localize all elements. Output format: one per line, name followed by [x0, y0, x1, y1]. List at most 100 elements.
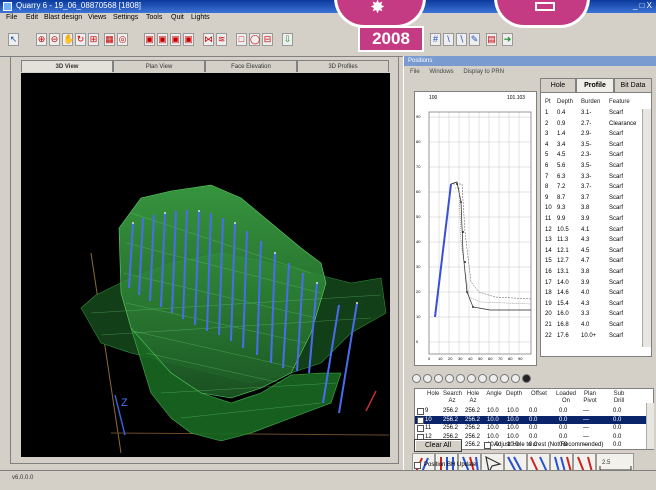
nav-right-icon[interactable] [478, 374, 487, 383]
profile-cell: 4.3 [581, 237, 590, 244]
zoom-out-icon[interactable]: ⊖ [49, 33, 60, 46]
profile-cell: 21 [545, 322, 552, 328]
tab-bit-data[interactable]: Bit Data [614, 78, 652, 92]
positions-menu-file[interactable]: File [410, 69, 420, 75]
nav-up-icon[interactable] [456, 374, 465, 383]
nav-prev-icon[interactable] [423, 374, 432, 383]
table-row[interactable]: 12 256.2 256.2 10.0 10.0 0.0 0.0 — 0.0 [415, 433, 647, 441]
profile-row[interactable]: 10 9.3 3.8 Scarf [541, 204, 641, 212]
profile-row[interactable]: 1 0.4 3.1- Scarf [541, 109, 641, 117]
profile-row[interactable]: 17 14.0 3.9 Scarf [541, 279, 641, 287]
positions-menu-display[interactable]: Display to PRN [463, 69, 505, 75]
fit-icon[interactable]: ⊞ [88, 33, 99, 46]
grid-cell: 9 [425, 408, 429, 414]
menu-tools[interactable]: Tools [146, 14, 163, 21]
tab-3d-view[interactable]: 3D View [21, 60, 113, 72]
grid-icon[interactable]: ▦ [104, 33, 115, 46]
grid-cell: 11 [425, 425, 432, 431]
menu-quit[interactable]: Quit [171, 14, 184, 21]
profile-row[interactable]: 13 11.3 4.3 Scarf [541, 236, 641, 244]
view-top-icon[interactable]: ▣ [170, 33, 181, 46]
rotate-icon[interactable]: ↻ [75, 33, 86, 46]
adjust-hole-checkbox[interactable] [484, 442, 491, 449]
nav-down-icon[interactable] [467, 374, 476, 383]
row-checkbox[interactable] [417, 416, 424, 424]
tab-plan-view[interactable]: Plan View [113, 60, 205, 72]
menu-views[interactable]: Views [88, 14, 107, 21]
profile-row[interactable]: 9 8.7 3.7 Scarf [541, 194, 641, 202]
hole-grid-icon[interactable]: # [430, 33, 441, 46]
table-row[interactable]: 11 256.2 256.2 10.0 10.0 0.0 0.0 — 0.0 [415, 424, 647, 432]
tab-hole[interactable]: Hole [540, 78, 576, 92]
profile-row[interactable]: 8 7.2 3.7- Scarf [541, 183, 641, 191]
tool-vertical-holes-icon[interactable] [435, 453, 458, 475]
nav-next-icon[interactable] [500, 374, 509, 383]
nav-stop-icon[interactable] [522, 374, 531, 383]
measure-icon[interactable]: ◯ [249, 33, 261, 46]
nav-last-icon[interactable] [511, 374, 520, 383]
profile-row[interactable]: 22 17.6 10.0+ Scarf [541, 332, 641, 340]
menu-edit[interactable]: Edit [26, 14, 39, 21]
tab-3d-profiles[interactable]: 3D Profiles [297, 60, 389, 72]
profile-row[interactable]: 2 0.9 2.7- Clearance [541, 120, 641, 128]
surface-icon[interactable]: ≋ [216, 33, 227, 46]
nav-back-icon[interactable] [434, 374, 443, 383]
menu-blast-design[interactable]: Blast design [44, 14, 83, 21]
table-row[interactable]: 9 256.2 256.2 10.0 10.0 0.0 0.0 — 0.0 [415, 407, 647, 415]
profile-row[interactable]: 16 13.1 3.8 Scarf [541, 268, 641, 276]
view-iso-icon[interactable]: ▣ [183, 33, 194, 46]
select-box-icon[interactable]: □ [236, 33, 247, 46]
profile-row[interactable]: 4 3.4 3.5- Scarf [541, 141, 641, 149]
profile-row[interactable]: 5 4.5 2.3- Scarf [541, 151, 641, 159]
window-controls[interactable]: _ □ X [632, 1, 652, 10]
drill-icon[interactable]: ⇩ [282, 33, 293, 46]
table-row[interactable]: 10 256.2 256.2 10.0 10.0 0.0 0.0 — 0.0 [415, 415, 647, 424]
profile-scrollbar[interactable] [642, 109, 651, 347]
tool-parallel-holes-icon[interactable] [550, 453, 573, 475]
3d-viewport[interactable]: Z [21, 73, 390, 457]
profile-row[interactable]: 3 1.4 2.9- Scarf [541, 130, 641, 138]
hole-line-icon[interactable]: \ [443, 33, 454, 46]
hole-grid[interactable]: Hole Search Az Hole Az Angle Depth Offse… [414, 388, 654, 450]
profile-row[interactable]: 6 5.6 3.5- Scarf [541, 162, 641, 170]
tab-face-elevation[interactable]: Face Elevation [205, 60, 297, 72]
pan-icon[interactable]: ✋ [62, 33, 75, 46]
section-icon[interactable]: ⊟ [262, 33, 273, 46]
profile-row[interactable]: 11 9.9 3.9 Scarf [541, 215, 641, 223]
row-checkbox[interactable] [417, 408, 424, 415]
hole-angle-icon[interactable]: ∖ [456, 33, 467, 46]
profile-row[interactable]: 15 12.7 4.7 Scarf [541, 257, 641, 265]
positions-menu-windows[interactable]: Windows [429, 69, 454, 75]
menu-lights[interactable]: Lights [191, 14, 210, 21]
wireframe-icon[interactable]: ⋈ [203, 33, 214, 46]
view-side-icon[interactable]: ▣ [157, 33, 168, 46]
profile-table[interactable]: Pt Depth Burden Feature 1 0.4 3.1- Scarf 2 0.… [540, 92, 652, 357]
menu-settings[interactable]: Settings [113, 14, 139, 21]
profile-row[interactable]: 21 16.8 4.0 Scarf [541, 321, 641, 329]
position-bh-checkbox[interactable] [414, 462, 421, 469]
zoom-in-icon[interactable]: ⊕ [36, 33, 47, 46]
profile-plot[interactable]: 100 101.103 90 80 70 60 50 40 30 20 10 0… [414, 91, 537, 366]
tool-delete-holes-icon[interactable] [573, 453, 596, 475]
nav-forward-icon[interactable] [489, 374, 498, 383]
profile-row[interactable]: 12 10.5 4.1 Scarf [541, 226, 641, 234]
menu-file[interactable]: File [6, 14, 18, 21]
profile-row[interactable]: 19 15.4 4.3 Scarf [541, 300, 641, 308]
row-checkbox[interactable] [417, 425, 424, 432]
view-front-icon[interactable]: ▣ [144, 33, 155, 46]
export-icon[interactable]: ➜ [502, 33, 513, 46]
profile-row[interactable]: 18 14.6 4.0 Scarf [541, 289, 641, 297]
target-icon[interactable]: ◎ [117, 33, 128, 46]
report-icon[interactable]: ▤ [486, 33, 497, 46]
profile-row[interactable]: 7 6.3 3.3- Scarf [541, 173, 641, 181]
clear-all-button[interactable]: Clear All [414, 439, 462, 452]
nav-left-icon[interactable] [445, 374, 454, 383]
grid-scrollbar[interactable] [646, 403, 654, 449]
pointer-icon[interactable]: ↖ [8, 33, 19, 46]
nav-first-icon[interactable] [412, 374, 421, 383]
profile-row[interactable]: 20 16.0 3.3 Scarf [541, 310, 641, 318]
tab-profile[interactable]: Profile [576, 78, 614, 92]
profile-row[interactable]: 14 12.1 4.5 Scarf [541, 247, 641, 255]
hole-edit-icon[interactable]: ✎ [469, 33, 480, 46]
tool-select-icon[interactable] [481, 453, 504, 475]
